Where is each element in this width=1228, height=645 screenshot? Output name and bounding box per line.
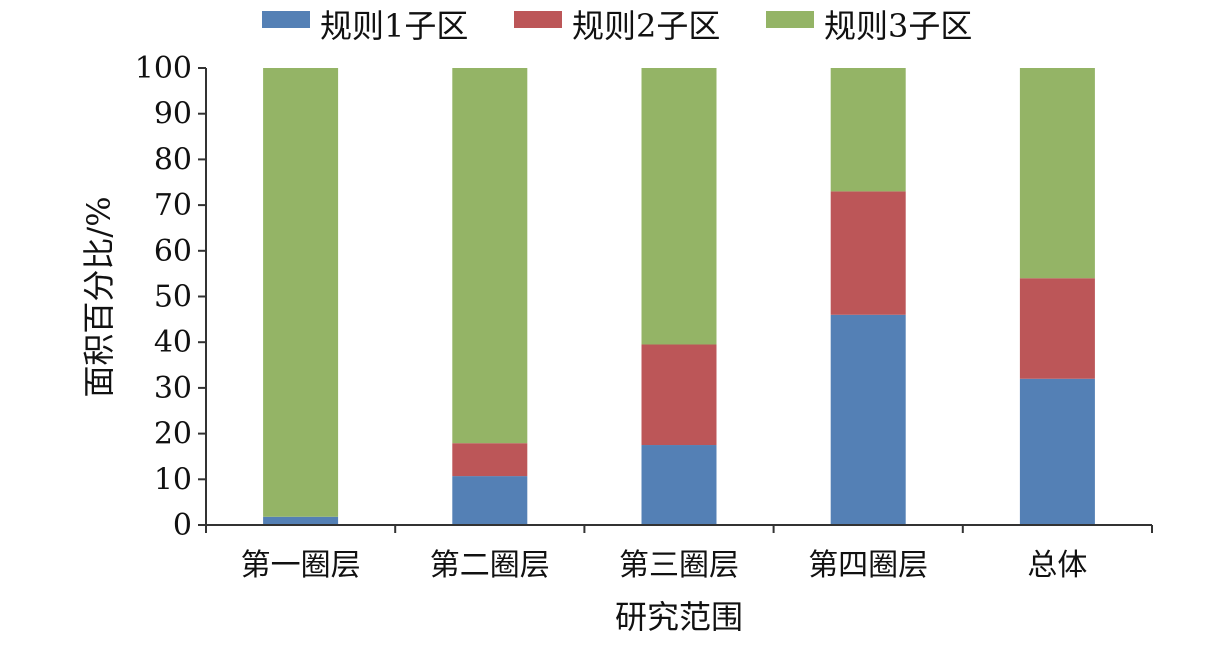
- x-category-label: 第二圈层: [430, 548, 550, 583]
- x-category-label: 第三圈层: [619, 548, 739, 583]
- legend-label-series1: 规则1子区: [320, 7, 468, 45]
- bar-segment-series1-5: [1019, 378, 1095, 525]
- x-category-label: 第一圈层: [241, 548, 361, 583]
- y-tick-label: 70: [154, 188, 192, 223]
- bar-segment-series3-5: [1019, 68, 1095, 279]
- x-category-label: 总体: [1027, 548, 1087, 583]
- y-tick-label: 0: [173, 508, 192, 543]
- bar-segment-series3-2: [452, 68, 528, 444]
- y-ticks-group: 0 10 20 30 40 50 60 70 80 90 100: [135, 51, 206, 543]
- bar-segment-series1-1: [263, 516, 339, 525]
- bars-group: [263, 68, 1095, 525]
- y-tick-label: 60: [154, 234, 192, 269]
- y-tick-label: 10: [154, 462, 192, 497]
- y-tick-label: 50: [154, 280, 192, 315]
- bar-segment-series2-2: [452, 443, 528, 477]
- bar-segment-series2-4: [830, 191, 906, 315]
- x-category-label: 第四圈层: [808, 548, 928, 583]
- y-tick-label: 20: [154, 417, 192, 452]
- bar-segment-series1-3: [641, 445, 717, 525]
- bar-segment-series1-2: [452, 476, 528, 525]
- legend-label-series2: 规则2子区: [572, 7, 720, 45]
- y-tick-label: 40: [154, 325, 192, 360]
- bar-segment-series3-4: [830, 68, 906, 192]
- legend: 规则1子区 规则2子区 规则3子区: [262, 7, 972, 45]
- y-tick-label: 80: [154, 142, 192, 177]
- legend-swatch-series3: [766, 11, 814, 28]
- legend-swatch-series2: [514, 11, 562, 28]
- bar-segment-series2-5: [1019, 278, 1095, 379]
- legend-label-series3: 规则3子区: [824, 7, 972, 45]
- x-axis-title: 研究范围: [615, 598, 743, 636]
- legend-swatch-series1: [262, 11, 310, 28]
- y-tick-label: 90: [154, 97, 192, 132]
- y-tick-label: 100: [135, 51, 192, 86]
- bar-segment-series3-3: [641, 68, 717, 345]
- x-ticks-group: 第一圈层 第二圈层 第三圈层 第四圈层 总体: [205, 525, 1153, 583]
- y-tick-label: 30: [154, 371, 192, 406]
- bar-segment-series3-1: [263, 68, 339, 517]
- y-axis-title: 面积百分比/%: [80, 196, 118, 397]
- bar-segment-series1-4: [830, 314, 906, 525]
- bar-segment-series2-3: [641, 344, 717, 446]
